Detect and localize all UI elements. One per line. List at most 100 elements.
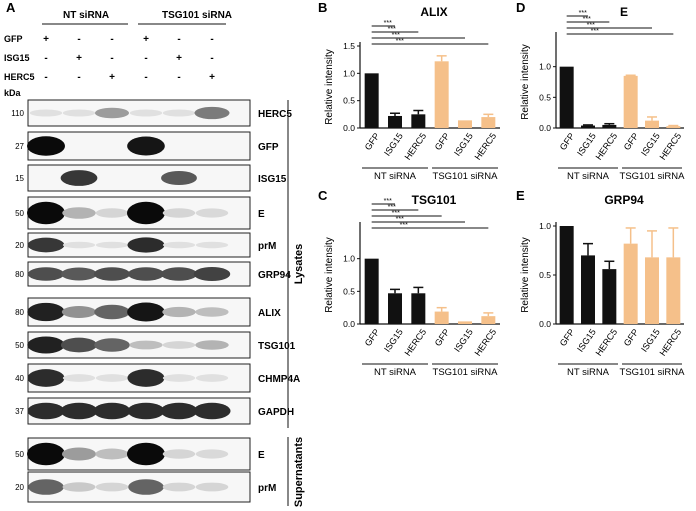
y-axis-label: Relative intensity bbox=[520, 44, 531, 120]
blot-band bbox=[62, 207, 96, 219]
significance-label: *** bbox=[384, 198, 392, 205]
blot-protein-label: GRP94 bbox=[258, 270, 291, 281]
bar bbox=[411, 114, 426, 128]
blot-band bbox=[195, 340, 229, 350]
blot-band bbox=[95, 208, 129, 218]
bar bbox=[388, 293, 402, 324]
bar bbox=[364, 258, 379, 324]
panel-letter: B bbox=[318, 0, 327, 15]
bar bbox=[581, 255, 595, 324]
blot-strips: 110 HERC5 27 GFP 15 ISG15 50 E 20 prM 80 GRP94 80 ALI… bbox=[11, 99, 300, 503]
treatment-mark: - bbox=[77, 34, 80, 45]
blot-band bbox=[128, 479, 164, 495]
blot-band bbox=[93, 267, 131, 281]
y-tick-label: 0.5 bbox=[539, 92, 551, 102]
blot-band bbox=[127, 402, 165, 420]
blot-band bbox=[62, 482, 96, 492]
y-tick-label: 0.5 bbox=[539, 270, 551, 280]
blot-band bbox=[129, 340, 163, 350]
category-label: ISG15 bbox=[382, 327, 405, 354]
blot-gfp: 27 GFP bbox=[15, 131, 279, 161]
blot-band bbox=[61, 267, 97, 281]
significance-label: *** bbox=[587, 22, 595, 29]
blot-band bbox=[162, 208, 196, 218]
blot-protein-label: ISG15 bbox=[258, 174, 287, 185]
kda-marker: 20 bbox=[15, 483, 24, 492]
blot-band bbox=[162, 374, 196, 382]
treatment-mark: - bbox=[44, 53, 47, 64]
treatment-mark: + bbox=[143, 34, 149, 45]
treatment-mark: - bbox=[77, 72, 80, 83]
blot-band bbox=[62, 241, 96, 249]
significance-label: *** bbox=[392, 32, 400, 39]
kda-marker: 40 bbox=[15, 374, 24, 383]
panel-letter: D bbox=[516, 0, 525, 15]
group-label: NT siRNA bbox=[374, 367, 417, 378]
category-label: HERC5 bbox=[658, 131, 684, 162]
blot-band bbox=[160, 402, 198, 420]
blot-band bbox=[195, 307, 229, 317]
bar bbox=[602, 269, 617, 324]
blot-band bbox=[195, 241, 229, 249]
group-label: TSG101 siRNA bbox=[620, 171, 686, 182]
blot-protein-label: HERC5 bbox=[258, 109, 292, 120]
bar bbox=[559, 226, 574, 324]
category-label: HERC5 bbox=[403, 327, 429, 358]
treatment-mark: - bbox=[177, 34, 180, 45]
supernatants-label: Supernatants bbox=[293, 437, 305, 507]
bar bbox=[581, 125, 595, 128]
bar bbox=[666, 126, 681, 128]
category-label: HERC5 bbox=[658, 327, 684, 358]
bar bbox=[481, 117, 496, 128]
kda-marker: 15 bbox=[15, 174, 24, 183]
bar bbox=[388, 115, 402, 128]
blot-band bbox=[162, 109, 196, 117]
category-label: GFP bbox=[433, 131, 452, 152]
y-tick-label: 1.0 bbox=[343, 254, 355, 264]
panel-a-western-blot: A NT siRNA TSG101 siRNA GFP ISG15 HERC5 … bbox=[4, 0, 305, 507]
blot-band bbox=[95, 374, 129, 382]
category-label: GFP bbox=[622, 131, 641, 152]
significance-label: *** bbox=[384, 20, 392, 27]
blot-protein-label: GAPDH bbox=[258, 407, 294, 418]
category-label: ISG15 bbox=[382, 131, 405, 158]
blot-band bbox=[194, 106, 230, 120]
treatment-mark: + bbox=[43, 34, 49, 45]
chart-title: E bbox=[620, 5, 628, 19]
treatment-mark: + bbox=[209, 72, 215, 83]
bar bbox=[559, 66, 574, 128]
bar bbox=[645, 120, 659, 128]
bar bbox=[458, 321, 472, 324]
category-label: HERC5 bbox=[473, 131, 499, 162]
treatment-mark: - bbox=[210, 34, 213, 45]
blot-band bbox=[127, 237, 165, 253]
blot-band bbox=[195, 482, 229, 492]
treatment-mark: - bbox=[144, 72, 147, 83]
kda-marker: 80 bbox=[15, 270, 24, 279]
blot-prm: 20 prM bbox=[15, 232, 276, 258]
category-label: GFP bbox=[363, 131, 382, 152]
blot-band bbox=[62, 374, 96, 382]
blot-e: 50 E bbox=[15, 437, 265, 471]
blot-band bbox=[162, 482, 196, 492]
y-axis-label: Relative intensity bbox=[324, 237, 335, 313]
category-label: HERC5 bbox=[473, 327, 499, 358]
significance-label: *** bbox=[388, 26, 396, 33]
blot-band bbox=[94, 304, 130, 320]
y-tick-label: 1.0 bbox=[539, 221, 551, 231]
treatment-mark: - bbox=[210, 53, 213, 64]
blot-band bbox=[62, 109, 96, 117]
significance-label: *** bbox=[396, 38, 404, 45]
bar bbox=[411, 293, 426, 324]
blot-band bbox=[161, 170, 197, 186]
blot-band bbox=[27, 402, 65, 420]
blot-band bbox=[162, 449, 196, 459]
y-tick-label: 1.5 bbox=[343, 41, 355, 51]
category-label: GFP bbox=[558, 131, 577, 152]
blot-band bbox=[60, 337, 98, 353]
blot-tsg101: 50 TSG101 bbox=[15, 331, 296, 359]
bar bbox=[364, 73, 379, 128]
blot-band bbox=[27, 136, 65, 156]
